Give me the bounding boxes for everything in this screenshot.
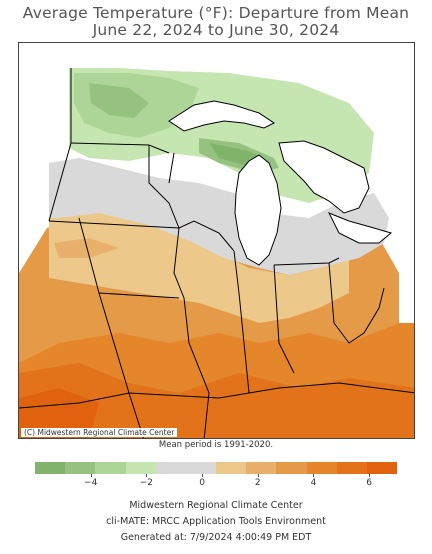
- legend-swatch: [216, 462, 247, 474]
- legend-swatch: [95, 462, 126, 474]
- legend-tick-mark: [313, 474, 315, 477]
- legend-swatch: [366, 462, 398, 474]
- legend-swatch: [185, 462, 217, 474]
- legend-tick-label: −2: [139, 478, 154, 488]
- color-legend: [35, 462, 398, 474]
- legend-swatch: [246, 462, 277, 474]
- temperature-shading: [19, 68, 414, 438]
- legend-tick-mark: [146, 474, 148, 477]
- legend-tick-label: 0: [199, 478, 205, 488]
- footer-organization: Midwestern Regional Climate Center: [129, 500, 303, 511]
- legend-tick-label: 6: [366, 478, 373, 488]
- legend-swatch: [276, 462, 307, 474]
- legend-tick-label: −4: [84, 478, 98, 488]
- legend-tick-mark: [369, 474, 371, 477]
- legend-tick-label: 4: [310, 478, 317, 488]
- legend-swatch: [306, 462, 337, 474]
- legend-tick-mark: [257, 474, 259, 477]
- legend-swatch: [155, 462, 186, 474]
- legend-tick-label: 2: [254, 478, 261, 488]
- state-borders: [19, 68, 414, 438]
- great-lakes: [168, 100, 393, 266]
- footer-tool-name: cli-MATE: MRCC Application Tools Environ…: [106, 516, 326, 527]
- map-date-range: June 22, 2024 to June 30, 2024: [92, 21, 340, 39]
- mean-period-note: Mean period is 1991-2020.: [158, 440, 274, 450]
- legend-swatch: [336, 462, 367, 474]
- legend-tick-mark: [90, 474, 92, 477]
- legend-tick-mark: [202, 474, 204, 477]
- map-title: Average Temperature (°F): Departure from…: [22, 4, 410, 22]
- legend-swatch: [35, 462, 66, 474]
- legend-swatch: [125, 462, 156, 474]
- temperature-departure-map: [18, 42, 415, 439]
- map-svg: [19, 43, 414, 438]
- footer-generated-timestamp: Generated at: 7/9/2024 4:00:49 PM EDT: [120, 532, 312, 543]
- copyright-label: (C) Midwestern Regional Climate Center: [21, 428, 178, 437]
- legend-swatch: [65, 462, 96, 474]
